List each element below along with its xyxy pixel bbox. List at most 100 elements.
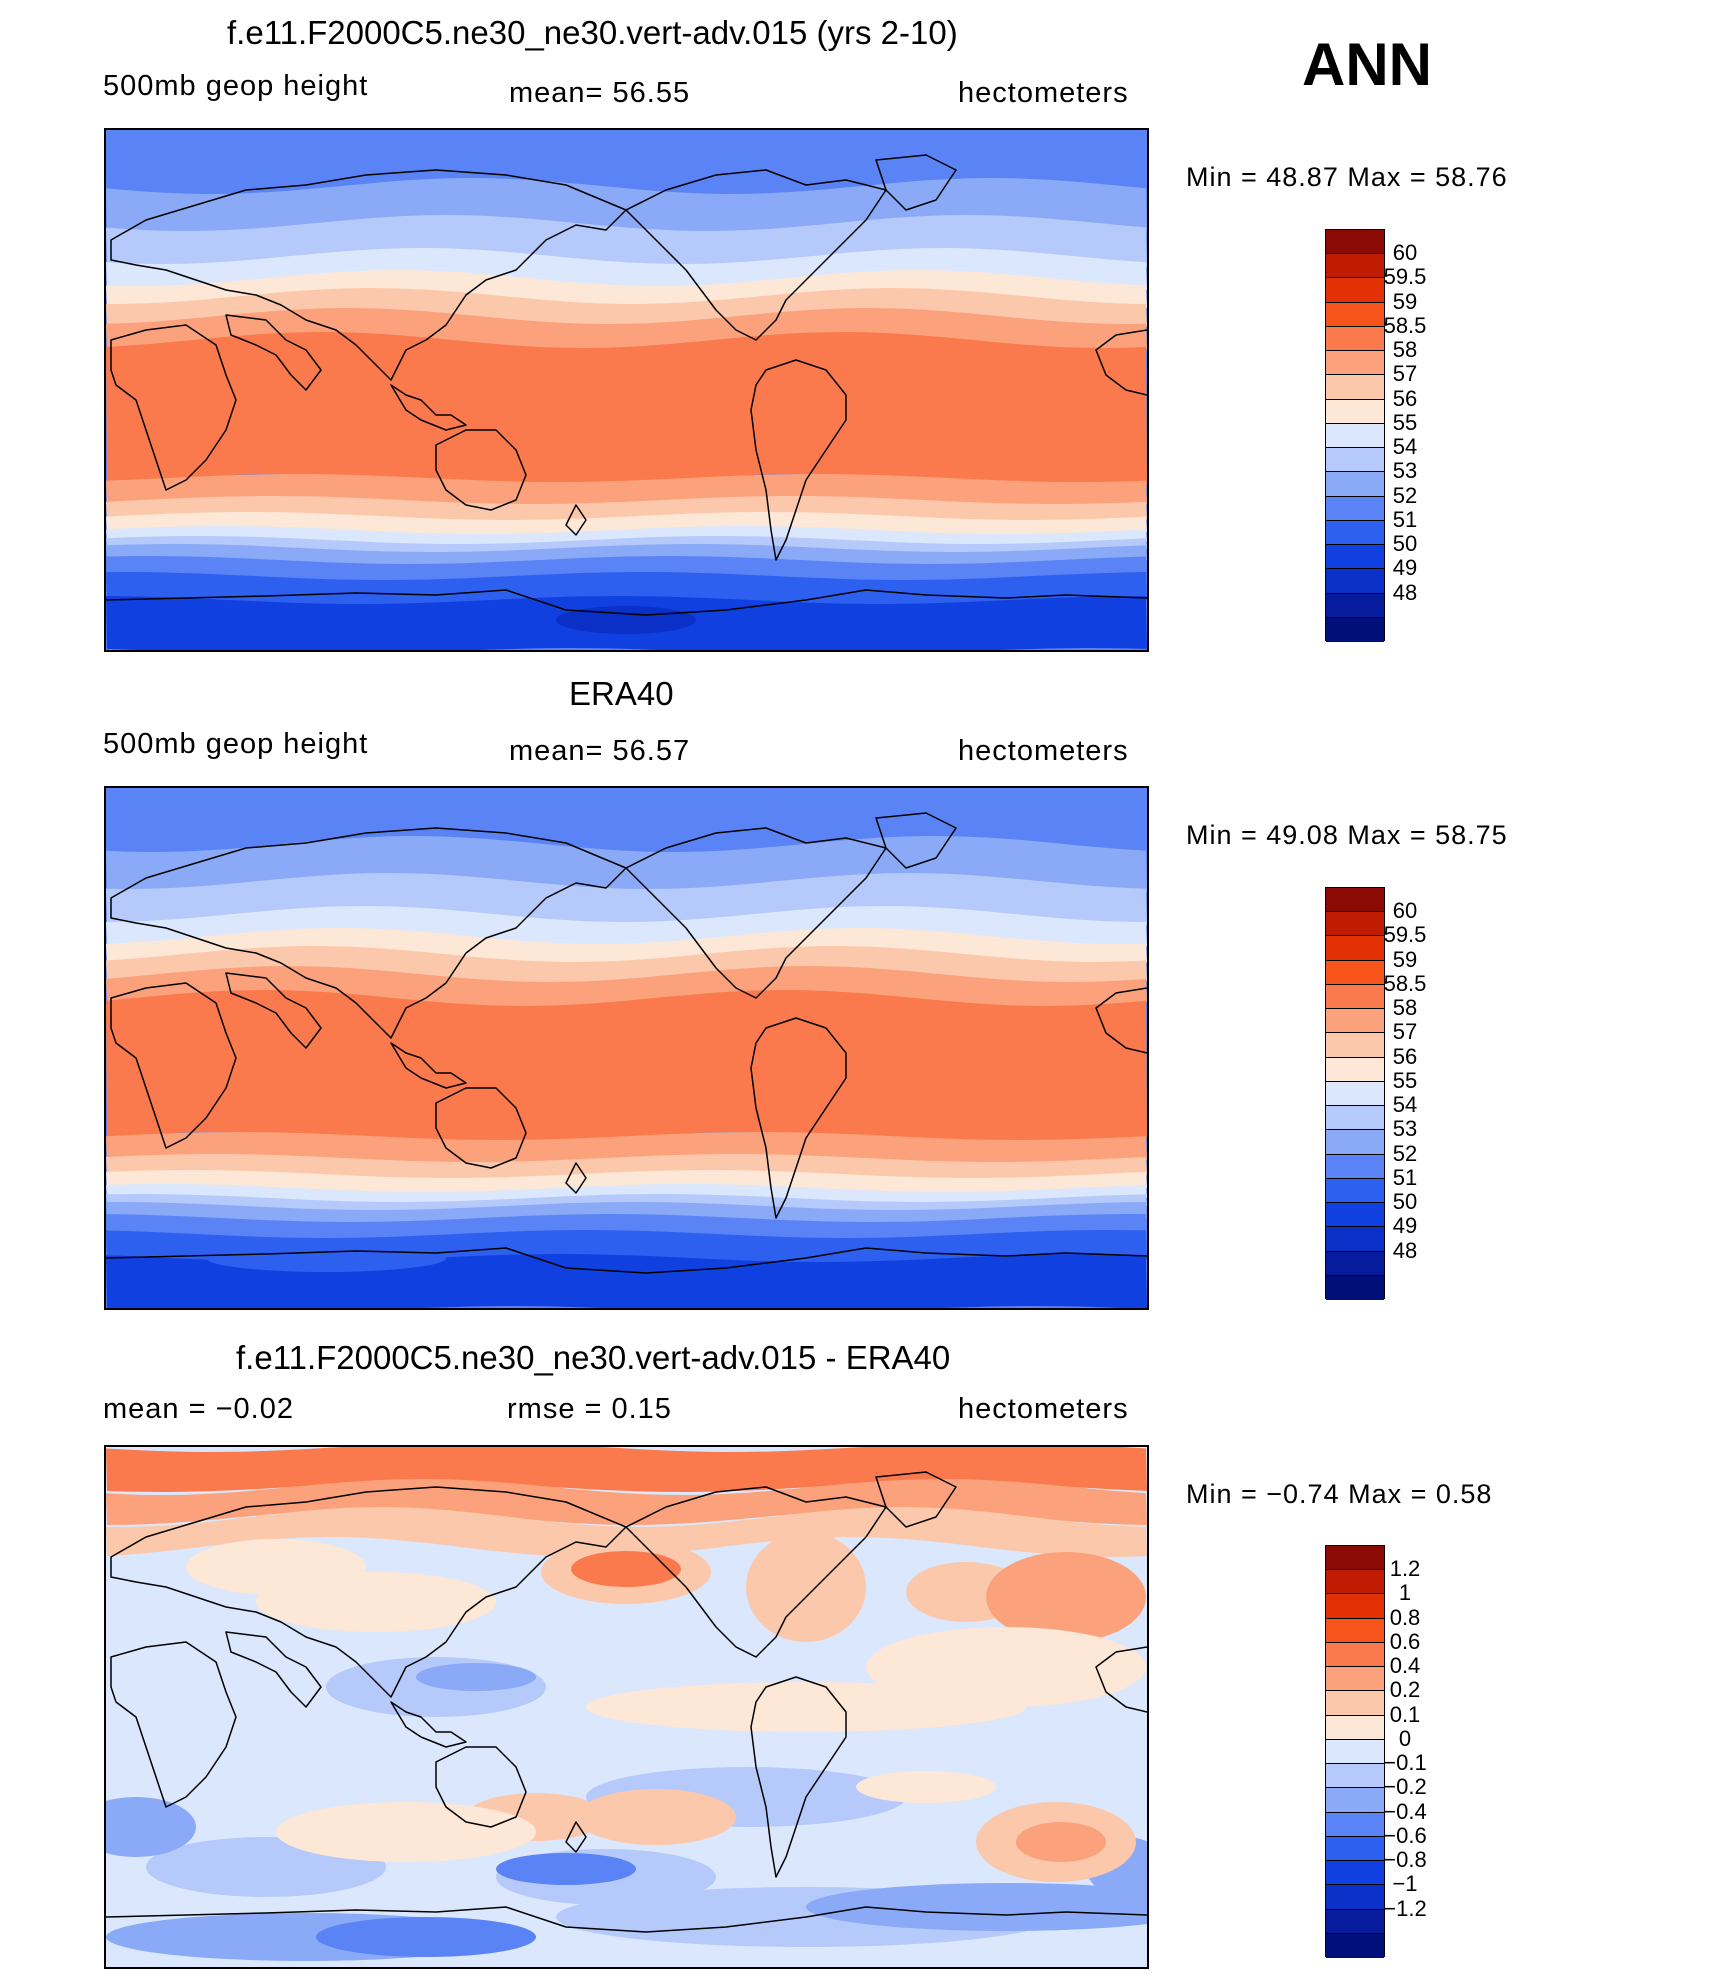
contour-band bbox=[106, 288, 1147, 328]
panel2-colorbar bbox=[1325, 887, 1385, 1300]
coastline bbox=[390, 384, 467, 431]
panel1-variable: 500mb geop height bbox=[103, 70, 369, 102]
colorbar-label: 50 bbox=[1392, 1189, 1418, 1215]
colorbar-label: 54 bbox=[1392, 434, 1418, 460]
contour-band bbox=[106, 215, 1147, 268]
colorbar-label: 0.6 bbox=[1389, 1628, 1421, 1654]
colorbar-box bbox=[1326, 1106, 1384, 1131]
colorbar-box bbox=[1326, 1251, 1384, 1276]
panel1-minmax: Min = 48.87 Max = 58.76 bbox=[1186, 162, 1508, 192]
colorbar-box bbox=[1326, 1130, 1384, 1155]
colorbar-box bbox=[1326, 1203, 1384, 1228]
colorbar-label: 1.2 bbox=[1389, 1556, 1421, 1582]
contour-band bbox=[106, 572, 1147, 608]
contour-band bbox=[106, 1202, 1147, 1226]
colorbar-box bbox=[1326, 1885, 1384, 1910]
colorbar-label: 52 bbox=[1392, 1140, 1418, 1166]
colorbar-label: −0.1 bbox=[1383, 1750, 1427, 1776]
contour-band bbox=[106, 1479, 1147, 1525]
colorbar-box bbox=[1326, 1227, 1384, 1252]
contour-band bbox=[576, 1789, 736, 1845]
colorbar-box bbox=[1326, 960, 1384, 985]
contour-band bbox=[586, 1682, 1026, 1732]
contour-band bbox=[106, 1507, 1147, 1557]
coastline bbox=[750, 1676, 847, 1878]
colorbar-label: 49 bbox=[1392, 555, 1418, 581]
contour-band bbox=[106, 928, 1147, 966]
contour-band bbox=[746, 1532, 866, 1642]
coastline bbox=[1095, 987, 1147, 1054]
colorbar-label: 53 bbox=[1392, 458, 1418, 484]
coastline bbox=[390, 1701, 467, 1748]
colorbar-label: −1 bbox=[1392, 1871, 1418, 1897]
contour-band bbox=[106, 308, 1147, 352]
colorbar-label: 1 bbox=[1398, 1580, 1412, 1606]
panel1-units: hectometers bbox=[958, 77, 1129, 109]
coastline bbox=[110, 169, 627, 381]
colorbar-label: 59 bbox=[1392, 946, 1418, 972]
contour-band bbox=[106, 544, 1147, 568]
panel1-title: f.e11.F2000C5.ne30_ne30.vert-adv.015 (yr… bbox=[227, 14, 958, 51]
colorbar-box bbox=[1326, 1618, 1384, 1643]
panel2-minmax: Min = 49.08 Max = 58.75 bbox=[1186, 820, 1508, 850]
coastline bbox=[106, 1247, 1147, 1274]
colorbar-box bbox=[1326, 1594, 1384, 1619]
contour-band bbox=[106, 1170, 1147, 1196]
colorbar-box bbox=[1326, 254, 1384, 279]
colorbar-box bbox=[1326, 1178, 1384, 1204]
colorbar-box bbox=[1326, 326, 1384, 352]
colorbar-label: 58.5 bbox=[1383, 312, 1427, 338]
panel1-map bbox=[104, 128, 1149, 652]
colorbar-label: 0.1 bbox=[1389, 1701, 1421, 1727]
colorbar-label: 58 bbox=[1392, 995, 1418, 1021]
coastline bbox=[110, 324, 237, 491]
panel3-minmax: Min = −0.74 Max = 0.58 bbox=[1186, 1479, 1493, 1509]
contour-band bbox=[556, 606, 696, 634]
coastline bbox=[106, 589, 1147, 616]
colorbar-box bbox=[1326, 1642, 1384, 1668]
contour-band bbox=[106, 873, 1147, 926]
colorbar-box bbox=[1326, 545, 1384, 570]
colorbar-box bbox=[1326, 1033, 1384, 1058]
panel3-mean: mean = −0.02 bbox=[103, 1393, 294, 1425]
colorbar-box bbox=[1326, 936, 1384, 961]
colorbar-box bbox=[1326, 1933, 1384, 1958]
colorbar-box bbox=[1326, 1812, 1384, 1837]
colorbar-label: −1.2 bbox=[1383, 1895, 1427, 1921]
colorbar-box bbox=[1326, 617, 1384, 642]
colorbar-box bbox=[1326, 230, 1384, 255]
colorbar-label: 57 bbox=[1392, 361, 1418, 387]
panel3-title: f.e11.F2000C5.ne30_ne30.vert-adv.015 - E… bbox=[236, 1339, 951, 1376]
season-label: ANN bbox=[1302, 31, 1432, 98]
colorbar-label: 52 bbox=[1392, 482, 1418, 508]
coastline bbox=[110, 1641, 237, 1808]
colorbar-box bbox=[1326, 1570, 1384, 1595]
coastline bbox=[875, 154, 957, 211]
colorbar-box bbox=[1326, 1909, 1384, 1934]
colorbar-label: 49 bbox=[1392, 1213, 1418, 1239]
colorbar-label: 51 bbox=[1392, 506, 1418, 532]
panel2-title: ERA40 bbox=[569, 675, 674, 712]
contour-band bbox=[571, 1551, 681, 1587]
colorbar-box bbox=[1326, 1275, 1384, 1300]
panel3-map bbox=[104, 1445, 1149, 1969]
colorbar-label: 55 bbox=[1392, 409, 1418, 435]
contour-band bbox=[106, 836, 1147, 893]
contour-band bbox=[206, 1244, 446, 1272]
colorbar-label: 56 bbox=[1392, 1043, 1418, 1069]
colorbar-label: 58 bbox=[1392, 337, 1418, 363]
colorbar-label: 59.5 bbox=[1383, 264, 1427, 290]
colorbar-label: 48 bbox=[1392, 579, 1418, 605]
colorbar-label: 59 bbox=[1392, 288, 1418, 314]
colorbar-box bbox=[1326, 1861, 1384, 1886]
colorbar-label: −0.8 bbox=[1383, 1847, 1427, 1873]
contour-band bbox=[106, 130, 1147, 198]
colorbar-box bbox=[1326, 496, 1384, 521]
colorbar-box bbox=[1326, 423, 1384, 449]
coastline bbox=[110, 827, 627, 1039]
colorbar-box bbox=[1326, 351, 1384, 376]
contour-band bbox=[186, 1539, 366, 1595]
contour-band bbox=[316, 1917, 536, 1957]
colorbar-box bbox=[1326, 1836, 1384, 1862]
contour-band bbox=[106, 1214, 1147, 1242]
